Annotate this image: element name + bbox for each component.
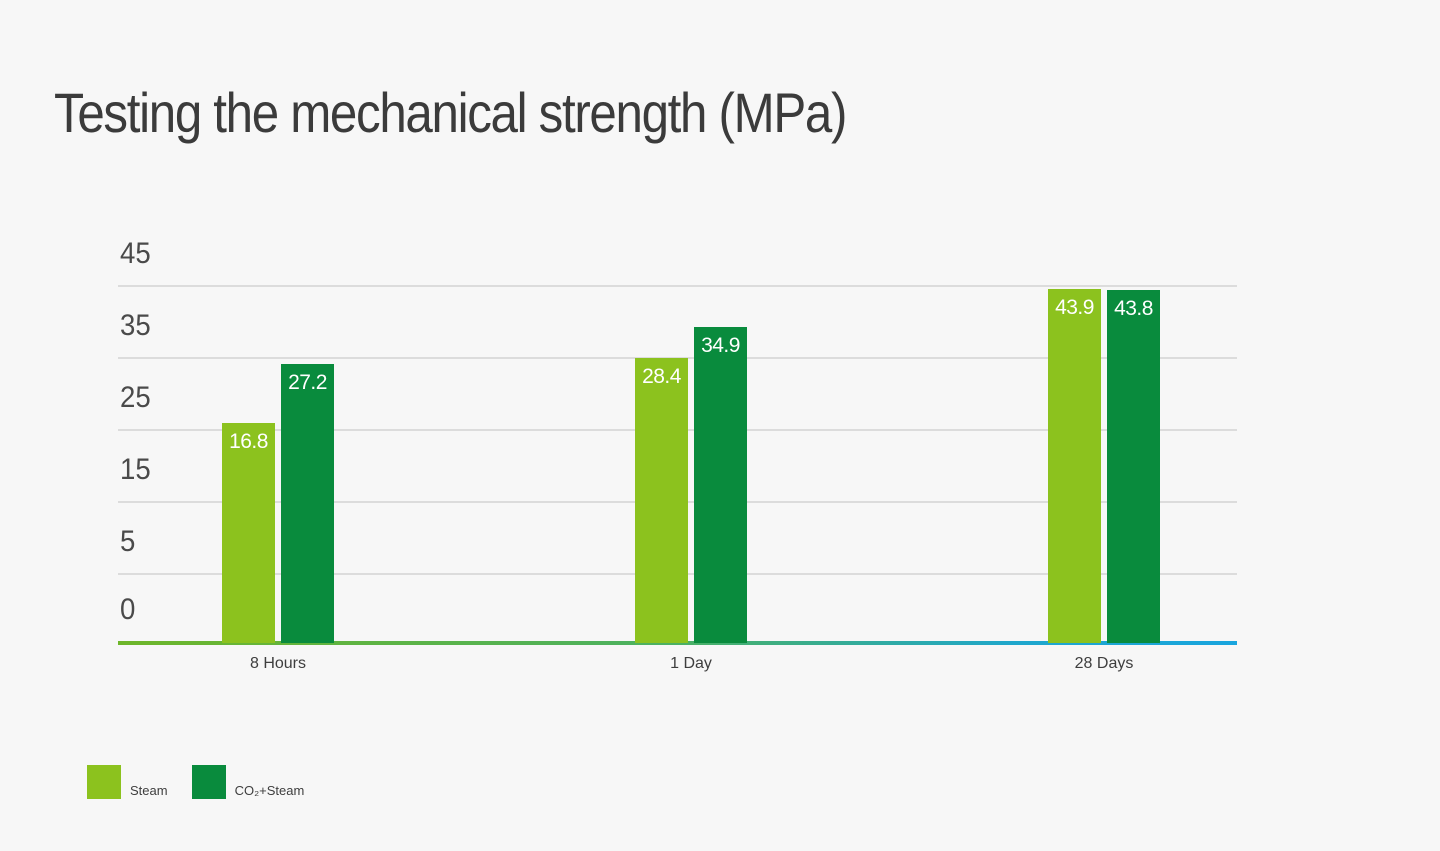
y-tick-label: 35 xyxy=(120,309,151,342)
legend-swatch-co-steam xyxy=(191,765,226,799)
legend-label-steam: Steam xyxy=(130,783,168,798)
y-tick-label: 25 xyxy=(120,381,151,414)
legend-label-co-steam: CO₂+Steam xyxy=(234,783,305,798)
x-axis-baseline xyxy=(118,641,1237,645)
bar-value-label: 27.2 xyxy=(288,371,327,394)
legend-item-steam: Steam xyxy=(87,765,168,799)
bar-value-label: 43.8 xyxy=(1114,297,1153,320)
category-label-1-day: 1 Day xyxy=(670,655,712,672)
plot-area: 45 35 25 15 5 0 16.8 27.2 8 Hours 28.4 34.9 1 Day 43… xyxy=(118,230,1237,672)
y-tick-label: 45 xyxy=(120,237,151,270)
y-tick-label: 15 xyxy=(120,453,151,486)
bar-co-steam-8-hours: 27.2 xyxy=(281,364,334,643)
legend: Steam CO₂+Steam xyxy=(87,765,304,799)
bar-steam-8-hours: 16.8 xyxy=(222,423,275,643)
bar-value-label: 34.9 xyxy=(701,334,740,357)
category-label-8-hours: 8 Hours xyxy=(249,655,307,672)
bar-value-label: 28.4 xyxy=(642,365,681,388)
gridline xyxy=(118,285,1237,287)
bar-co-steam-1-day: 34.9 xyxy=(694,327,747,643)
chart-title: Testing the mechanical strength (MPa) xyxy=(54,81,847,144)
bar-steam-1-day: 28.4 xyxy=(635,358,688,643)
y-tick-label: 5 xyxy=(120,525,136,558)
bar-steam-28-days: 43.9 xyxy=(1048,289,1101,643)
legend-item-co-steam: CO₂+Steam xyxy=(191,765,305,799)
bar-co-steam-28-days: 43.8 xyxy=(1107,290,1160,643)
bar-value-label: 16.8 xyxy=(229,430,268,453)
legend-swatch-steam xyxy=(87,765,121,799)
bar-value-label: 43.9 xyxy=(1055,296,1094,319)
category-label-28-days: 28 Days xyxy=(1074,655,1134,672)
y-tick-label: 0 xyxy=(120,593,136,626)
